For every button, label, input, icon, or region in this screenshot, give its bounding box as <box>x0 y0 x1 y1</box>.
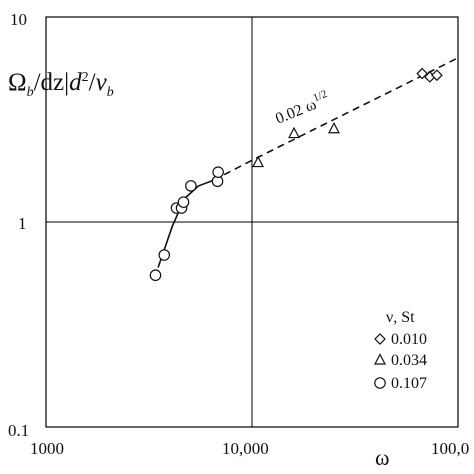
data-point-circle <box>149 269 162 282</box>
y-tick-bottom: 0.1 <box>8 421 29 440</box>
legend-title: ν, St <box>386 309 415 326</box>
data-point-triangle <box>327 121 340 134</box>
x-tick-mid: 10,000 <box>222 439 269 458</box>
legend-symbol-circle <box>374 377 386 389</box>
x-tick-right: 100,0 <box>431 439 469 458</box>
x-tick-left: 1000 <box>30 439 64 458</box>
y-tick-top: 10 <box>10 10 27 29</box>
fit-lines <box>157 57 459 268</box>
plot-frame <box>45 16 459 428</box>
legend: ν, St 0.010 0.034 0.107 <box>374 309 427 392</box>
fit-line-dashed <box>213 57 459 181</box>
data-point-diamond <box>431 69 443 82</box>
y-axis-label: Ωb/dz|d2/vb <box>8 69 114 100</box>
grid-lines <box>46 17 458 427</box>
fit-annotation: 0.02 ω1/2 <box>272 88 332 128</box>
data-point-circle <box>185 180 197 192</box>
y-tick-mid: 1 <box>18 214 27 233</box>
legend-label-diamond: 0.010 <box>391 331 427 348</box>
data-point-triangle <box>252 155 265 168</box>
x-axis-label: ω <box>375 445 389 470</box>
legend-symbol-triangle <box>374 353 386 365</box>
legend-symbols <box>374 333 386 389</box>
data-point-triangle <box>288 126 301 139</box>
data-point-diamond <box>416 67 429 80</box>
legend-label-circle: 0.107 <box>391 375 427 392</box>
legend-label-triangle: 0.034 <box>391 352 427 369</box>
data-point-circle <box>177 196 190 208</box>
data-point-circle <box>212 166 224 178</box>
data-point-circle <box>158 249 171 261</box>
data-markers <box>149 67 443 282</box>
legend-symbol-diamond <box>374 333 386 345</box>
